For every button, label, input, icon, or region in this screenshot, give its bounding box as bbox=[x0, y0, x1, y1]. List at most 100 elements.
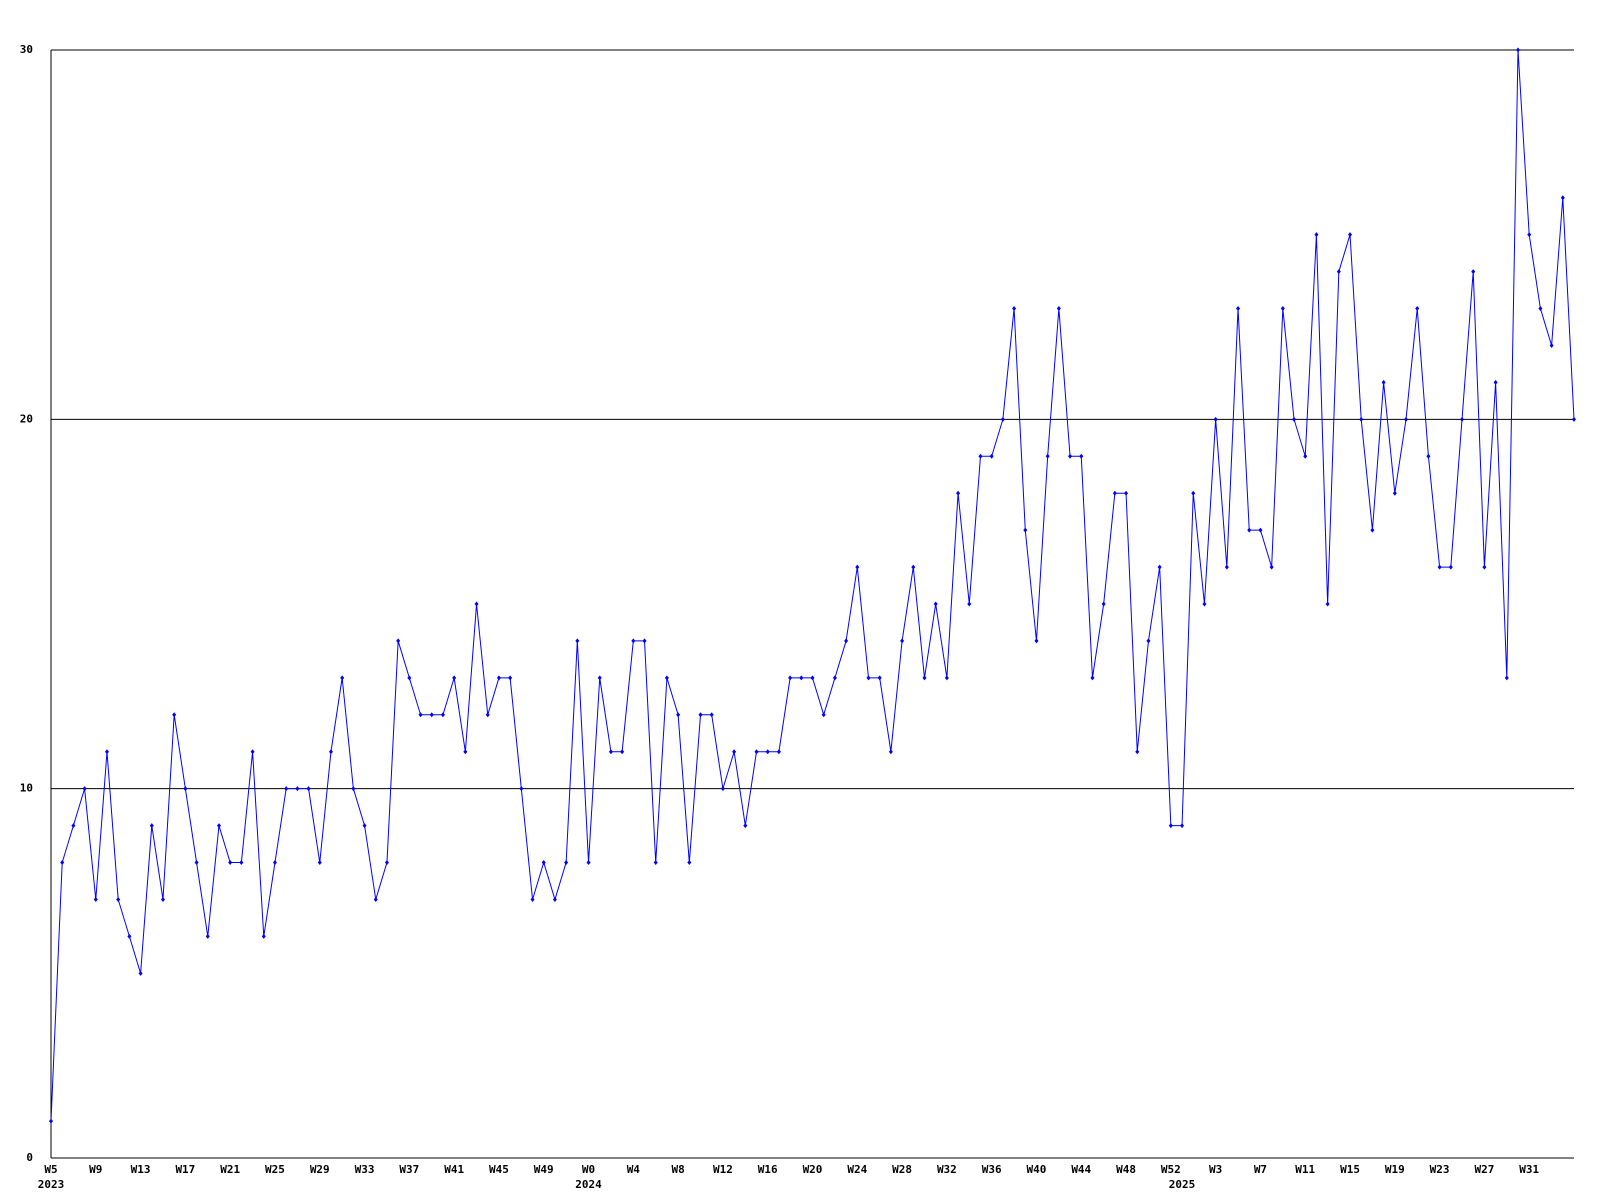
x-tick-label: W27 bbox=[1474, 1163, 1494, 1176]
y-tick-label: 30 bbox=[20, 43, 33, 56]
data-point bbox=[216, 823, 221, 829]
data-point bbox=[362, 823, 367, 829]
data-point bbox=[295, 786, 300, 792]
data-point bbox=[900, 638, 905, 644]
data-point bbox=[1079, 453, 1084, 459]
data-point bbox=[496, 675, 501, 681]
data-point bbox=[396, 638, 401, 644]
data-point bbox=[71, 823, 76, 829]
data-point bbox=[1437, 564, 1442, 570]
data-point bbox=[1527, 232, 1532, 238]
data-point bbox=[340, 675, 345, 681]
data-point bbox=[1101, 601, 1106, 607]
data-point bbox=[732, 749, 737, 755]
year-label: 2024 bbox=[575, 1178, 602, 1191]
data-point bbox=[956, 490, 961, 496]
data-point bbox=[1068, 453, 1073, 459]
data-point bbox=[49, 1118, 53, 1124]
data-point bbox=[508, 675, 513, 681]
x-tick-label: W16 bbox=[758, 1163, 778, 1176]
data-point bbox=[832, 675, 837, 681]
data-line bbox=[50, 49, 1575, 1122]
data-point bbox=[1516, 47, 1521, 53]
x-tick-label: W36 bbox=[982, 1163, 1002, 1176]
data-point bbox=[172, 712, 177, 718]
y-tick-label: 10 bbox=[20, 782, 33, 795]
x-tick-label: W11 bbox=[1295, 1163, 1315, 1176]
data-point bbox=[765, 749, 770, 755]
x-tick-label: W31 bbox=[1519, 1163, 1539, 1176]
x-tick-label: W37 bbox=[399, 1163, 419, 1176]
data-point bbox=[407, 675, 412, 681]
data-point bbox=[799, 675, 804, 681]
data-point bbox=[698, 712, 703, 718]
data-point bbox=[586, 860, 591, 866]
data-point bbox=[1000, 416, 1005, 422]
x-tick-label: W52 bbox=[1161, 1163, 1181, 1176]
data-point bbox=[306, 786, 311, 792]
x-tick-label: W17 bbox=[175, 1163, 195, 1176]
x-tick-label: W5 bbox=[44, 1163, 57, 1176]
x-tick-label: W28 bbox=[892, 1163, 912, 1176]
data-point bbox=[597, 675, 602, 681]
data-point bbox=[261, 933, 266, 939]
data-point bbox=[1359, 416, 1364, 422]
x-tick-label: W8 bbox=[671, 1163, 684, 1176]
year-label: 2025 bbox=[1169, 1178, 1196, 1191]
x-tick-label: W0 bbox=[582, 1163, 595, 1176]
year-label: 2023 bbox=[38, 1178, 65, 1191]
data-point bbox=[1180, 823, 1185, 829]
data-point bbox=[676, 712, 681, 718]
x-tick-label: W40 bbox=[1027, 1163, 1047, 1176]
data-point bbox=[127, 933, 132, 939]
y-tick-label: 20 bbox=[20, 412, 33, 425]
data-point bbox=[239, 860, 244, 866]
data-point bbox=[250, 749, 255, 755]
data-point bbox=[1493, 379, 1498, 385]
x-tick-label: W15 bbox=[1340, 1163, 1360, 1176]
data-point bbox=[1392, 490, 1397, 496]
x-tick-label: W4 bbox=[627, 1163, 641, 1176]
data-point bbox=[1034, 638, 1039, 644]
data-point bbox=[373, 896, 378, 902]
data-point bbox=[452, 675, 457, 681]
data-point bbox=[967, 601, 972, 607]
data-point bbox=[116, 896, 121, 902]
x-tick-label: W41 bbox=[444, 1163, 464, 1176]
data-point bbox=[1168, 823, 1173, 829]
data-point bbox=[149, 823, 154, 829]
data-point bbox=[933, 601, 938, 607]
data-point bbox=[93, 896, 98, 902]
data-point bbox=[1135, 749, 1140, 755]
x-tick-label: W29 bbox=[310, 1163, 330, 1176]
data-point bbox=[866, 675, 871, 681]
data-point bbox=[1146, 638, 1151, 644]
data-point bbox=[743, 823, 748, 829]
data-point bbox=[1538, 306, 1543, 312]
x-tick-label: W45 bbox=[489, 1163, 509, 1176]
data-point bbox=[1415, 306, 1420, 312]
x-tick-label: W20 bbox=[803, 1163, 823, 1176]
data-point bbox=[855, 564, 860, 570]
data-point bbox=[440, 712, 445, 718]
data-point bbox=[653, 860, 658, 866]
data-point bbox=[1236, 306, 1241, 312]
x-tick-label: W24 bbox=[847, 1163, 867, 1176]
data-point bbox=[1471, 269, 1476, 275]
data-point bbox=[1448, 564, 1453, 570]
data-point bbox=[989, 453, 994, 459]
x-tick-label: W48 bbox=[1116, 1163, 1136, 1176]
data-point bbox=[922, 675, 927, 681]
data-point bbox=[1348, 232, 1353, 238]
data-point bbox=[1404, 416, 1409, 422]
x-tick-label: W32 bbox=[937, 1163, 957, 1176]
data-point bbox=[608, 749, 613, 755]
data-point bbox=[1112, 490, 1117, 496]
data-point bbox=[541, 860, 546, 866]
data-point bbox=[631, 638, 636, 644]
data-point bbox=[1426, 453, 1431, 459]
data-point bbox=[1056, 306, 1061, 312]
data-point bbox=[1258, 527, 1263, 533]
data-point bbox=[1045, 453, 1050, 459]
